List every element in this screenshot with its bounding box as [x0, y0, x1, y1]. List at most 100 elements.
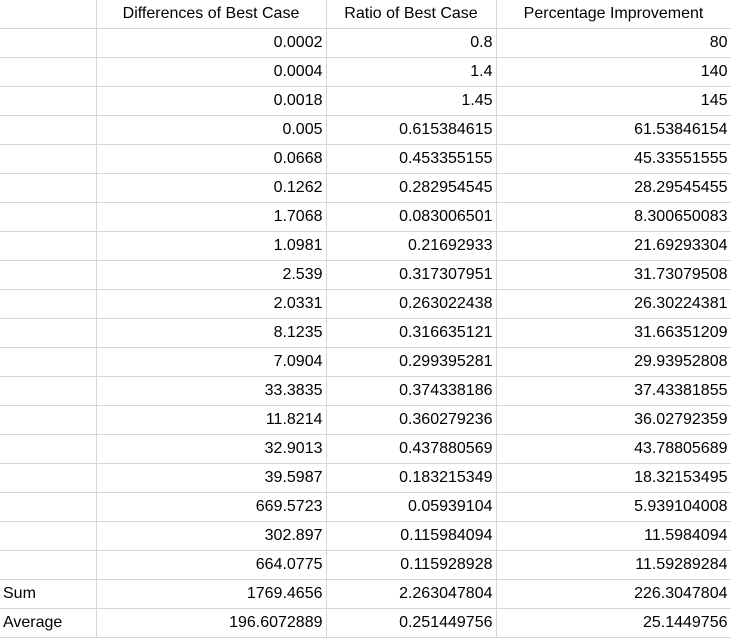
difference-cell[interactable]: 0.0668: [96, 144, 327, 174]
ratio-cell[interactable]: 0.21692933: [326, 231, 497, 261]
table-row: 8.1235 0.316635121 31.66351209: [0, 318, 731, 348]
percentage-cell[interactable]: 11.59289284: [496, 550, 731, 580]
ratio-cell[interactable]: 1.4: [326, 57, 497, 87]
header-cell-ratio[interactable]: Ratio of Best Case: [326, 0, 497, 29]
difference-cell[interactable]: 0.0002: [96, 28, 327, 58]
percentage-cell[interactable]: 31.66351209: [496, 318, 731, 348]
table-row: 0.0004 1.4 140: [0, 57, 731, 87]
difference-cell[interactable]: 196.6072889: [96, 608, 327, 638]
row-label-cell[interactable]: [0, 144, 97, 174]
percentage-cell[interactable]: 37.43381855: [496, 376, 731, 406]
difference-cell[interactable]: 8.1235: [96, 318, 327, 348]
percentage-cell[interactable]: 145: [496, 86, 731, 116]
table-row: 1.7068 0.083006501 8.300650083: [0, 202, 731, 232]
percentage-cell[interactable]: 31.73079508: [496, 260, 731, 290]
percentage-cell[interactable]: 5.939104008: [496, 492, 731, 522]
percentage-cell[interactable]: 28.29545455: [496, 173, 731, 203]
ratio-cell[interactable]: 2.263047804: [326, 579, 497, 609]
ratio-cell[interactable]: 0.453355155: [326, 144, 497, 174]
percentage-cell[interactable]: 11.5984094: [496, 521, 731, 551]
difference-cell[interactable]: 0.0018: [96, 86, 327, 116]
row-label-cell[interactable]: [0, 231, 97, 261]
difference-cell[interactable]: 669.5723: [96, 492, 327, 522]
difference-cell[interactable]: 302.897: [96, 521, 327, 551]
header-row: Differences of Best Case Ratio of Best C…: [0, 0, 731, 29]
percentage-cell[interactable]: 45.33551555: [496, 144, 731, 174]
difference-cell[interactable]: 7.0904: [96, 347, 327, 377]
percentage-cell[interactable]: 43.78805689: [496, 434, 731, 464]
ratio-cell[interactable]: 0.083006501: [326, 202, 497, 232]
row-label-cell[interactable]: Sum: [0, 579, 97, 609]
difference-cell[interactable]: 1.0981: [96, 231, 327, 261]
difference-cell[interactable]: 664.0775: [96, 550, 327, 580]
row-label-cell[interactable]: [0, 86, 97, 116]
percentage-cell[interactable]: 80: [496, 28, 731, 58]
row-label-cell[interactable]: [0, 115, 97, 145]
row-label-cell[interactable]: [0, 173, 97, 203]
row-label-cell[interactable]: [0, 521, 97, 551]
row-label-cell[interactable]: [0, 202, 97, 232]
ratio-cell[interactable]: 0.8: [326, 28, 497, 58]
percentage-cell[interactable]: 226.3047804: [496, 579, 731, 609]
table-row: 0.0002 0.8 80: [0, 28, 731, 58]
row-label-cell[interactable]: Average: [0, 608, 97, 638]
ratio-cell[interactable]: 0.183215349: [326, 463, 497, 493]
row-label-cell[interactable]: [0, 289, 97, 319]
ratio-cell[interactable]: 0.263022438: [326, 289, 497, 319]
ratio-cell[interactable]: 0.115928928: [326, 550, 497, 580]
ratio-cell[interactable]: 0.282954545: [326, 173, 497, 203]
ratio-cell[interactable]: 0.360279236: [326, 405, 497, 435]
difference-cell[interactable]: 39.5987: [96, 463, 327, 493]
row-label-cell[interactable]: [0, 57, 97, 87]
ratio-cell[interactable]: 0.317307951: [326, 260, 497, 290]
ratio-cell[interactable]: 0.05939104: [326, 492, 497, 522]
ratio-cell[interactable]: 0.374338186: [326, 376, 497, 406]
row-label-cell[interactable]: [0, 260, 97, 290]
ratio-cell[interactable]: 0.115984094: [326, 521, 497, 551]
difference-cell[interactable]: 33.3835: [96, 376, 327, 406]
header-cell-percentage[interactable]: Percentage Improvement: [496, 0, 731, 29]
row-label-cell[interactable]: [0, 550, 97, 580]
difference-cell[interactable]: 1.7068: [96, 202, 327, 232]
difference-cell[interactable]: 2.539: [96, 260, 327, 290]
table-row: 33.3835 0.374338186 37.43381855: [0, 376, 731, 406]
percentage-cell[interactable]: 25.1449756: [496, 608, 731, 638]
table-row: 669.5723 0.05939104 5.939104008: [0, 492, 731, 522]
percentage-cell[interactable]: 36.02792359: [496, 405, 731, 435]
ratio-cell[interactable]: 0.251449756: [326, 608, 497, 638]
percentage-cell[interactable]: 61.53846154: [496, 115, 731, 145]
ratio-cell[interactable]: 0.615384615: [326, 115, 497, 145]
percentage-cell[interactable]: 26.30224381: [496, 289, 731, 319]
percentage-cell[interactable]: 140: [496, 57, 731, 87]
table-row: 39.5987 0.183215349 18.32153495: [0, 463, 731, 493]
ratio-cell[interactable]: 0.316635121: [326, 318, 497, 348]
row-label-cell[interactable]: [0, 318, 97, 348]
ratio-cell[interactable]: 1.45: [326, 86, 497, 116]
percentage-cell[interactable]: 18.32153495: [496, 463, 731, 493]
ratio-cell[interactable]: 0.437880569: [326, 434, 497, 464]
header-cell-differences[interactable]: Differences of Best Case: [96, 0, 327, 29]
difference-cell[interactable]: 11.8214: [96, 405, 327, 435]
difference-cell[interactable]: 1769.4656: [96, 579, 327, 609]
difference-cell[interactable]: 2.0331: [96, 289, 327, 319]
row-label-cell[interactable]: [0, 463, 97, 493]
table-row: 302.897 0.115984094 11.5984094: [0, 521, 731, 551]
row-label-cell[interactable]: [0, 376, 97, 406]
row-label-cell[interactable]: [0, 434, 97, 464]
row-label-cell[interactable]: [0, 405, 97, 435]
row-label-cell[interactable]: [0, 347, 97, 377]
difference-cell[interactable]: 32.9013: [96, 434, 327, 464]
table-row: 11.8214 0.360279236 36.02792359: [0, 405, 731, 435]
percentage-cell[interactable]: 29.93952808: [496, 347, 731, 377]
table-row: 2.539 0.317307951 31.73079508: [0, 260, 731, 290]
difference-cell[interactable]: 0.005: [96, 115, 327, 145]
row-label-cell[interactable]: [0, 492, 97, 522]
ratio-cell[interactable]: 0.299395281: [326, 347, 497, 377]
header-cell-a[interactable]: [0, 0, 97, 29]
row-label-cell[interactable]: [0, 28, 97, 58]
percentage-cell[interactable]: 21.69293304: [496, 231, 731, 261]
difference-cell[interactable]: 0.1262: [96, 173, 327, 203]
percentage-cell[interactable]: 8.300650083: [496, 202, 731, 232]
difference-cell[interactable]: 0.0004: [96, 57, 327, 87]
